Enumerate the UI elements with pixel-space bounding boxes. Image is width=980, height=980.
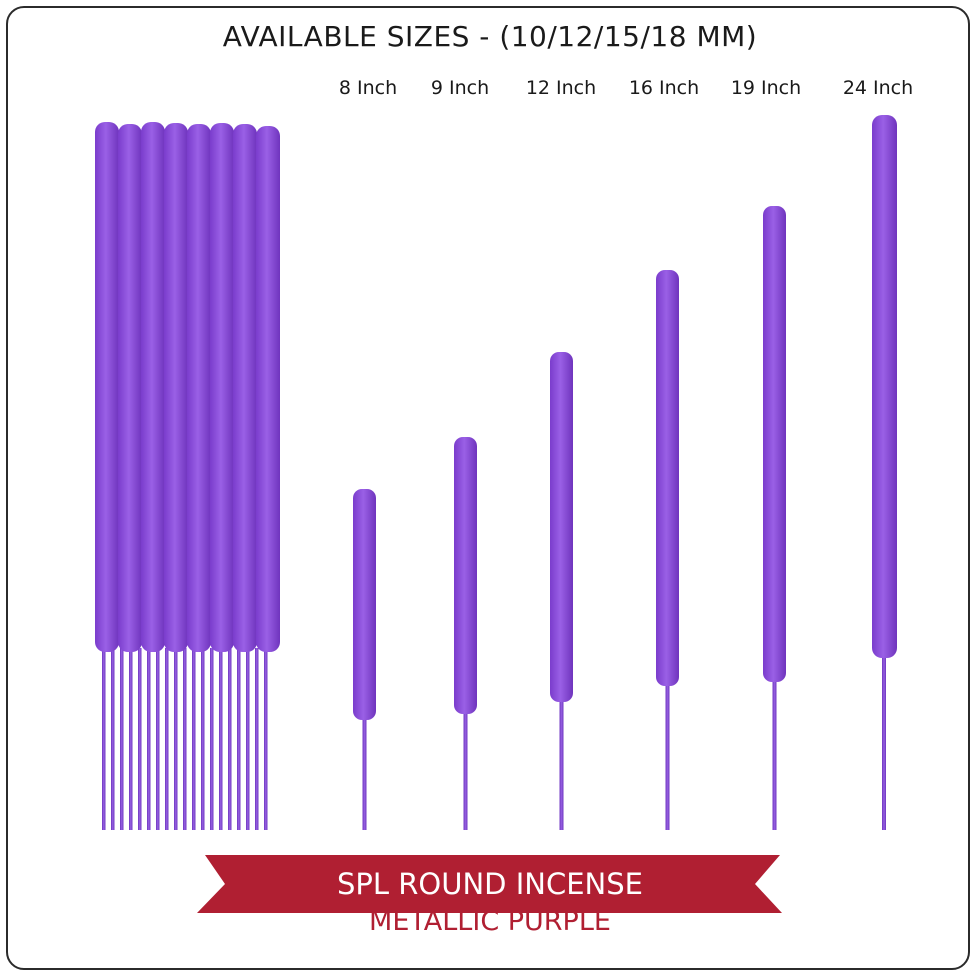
- bundle-coated-sticks: [95, 122, 280, 652]
- stick-19-inch: [763, 206, 786, 830]
- stick-24-inch: [872, 115, 897, 830]
- stick-12-inch: [550, 352, 573, 830]
- banner-title: SPL ROUND INCENSE: [337, 867, 643, 901]
- size-label-9-inch: 9 Inch: [430, 77, 490, 99]
- size-label-24-inch: 24 Inch: [842, 77, 914, 99]
- stick-8-inch: [353, 489, 376, 830]
- bundle-rods: [102, 648, 268, 830]
- size-label-12-inch: 12 Inch: [525, 77, 597, 99]
- incense-bundle: [95, 122, 280, 830]
- ribbon-banner: [197, 855, 782, 913]
- stick-16-inch: [656, 270, 679, 830]
- color-subtitle: METALLIC PURPLE: [369, 906, 611, 937]
- stick-9-inch: [454, 437, 477, 830]
- size-label-8-inch: 8 Inch: [338, 77, 398, 99]
- size-label-19-inch: 19 Inch: [730, 77, 802, 99]
- sizes-title: AVAILABLE SIZES - (10/12/15/18 MM): [222, 20, 758, 53]
- size-label-16-inch: 16 Inch: [628, 77, 700, 99]
